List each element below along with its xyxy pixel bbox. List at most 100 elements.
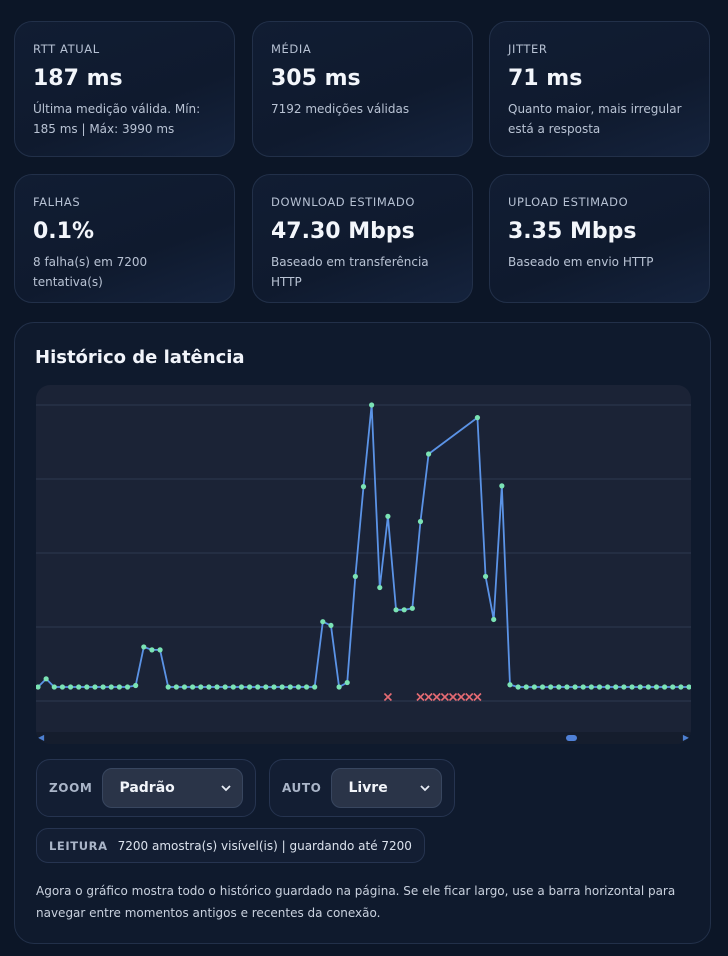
latency-point[interactable] <box>336 684 342 690</box>
latency-point[interactable] <box>393 607 399 613</box>
latency-point[interactable] <box>661 684 668 690</box>
latency-point[interactable] <box>531 684 537 690</box>
latency-point[interactable] <box>116 684 122 690</box>
latency-point[interactable] <box>515 684 521 690</box>
latency-point[interactable] <box>426 451 432 457</box>
latency-point[interactable] <box>499 483 505 489</box>
latency-point[interactable] <box>580 684 586 690</box>
failure-marker[interactable] <box>473 692 482 702</box>
latency-point[interactable] <box>141 644 147 650</box>
latency-point[interactable] <box>190 684 196 690</box>
failure-marker[interactable] <box>440 692 449 702</box>
latency-point[interactable] <box>369 402 375 408</box>
latency-point[interactable] <box>629 684 635 690</box>
latency-point[interactable] <box>556 684 562 690</box>
failure-marker[interactable] <box>457 692 466 702</box>
stat-card-media: MÉDIA 305 ms 7192 medições válidas <box>252 21 473 157</box>
latency-point[interactable] <box>312 684 318 690</box>
latency-point[interactable] <box>613 684 619 690</box>
latency-point[interactable] <box>149 647 155 653</box>
latency-point[interactable] <box>295 684 301 690</box>
latency-point[interactable] <box>36 684 41 690</box>
latency-point[interactable] <box>548 684 554 690</box>
latency-point[interactable] <box>320 619 326 625</box>
latency-point[interactable] <box>417 518 424 525</box>
latency-point[interactable] <box>173 684 179 690</box>
zoom-select[interactable]: Padrão <box>102 768 243 808</box>
latency-point[interactable] <box>678 684 684 690</box>
latency-point[interactable] <box>605 684 611 690</box>
auto-select[interactable]: Livre <box>331 768 442 808</box>
latency-point[interactable] <box>621 684 627 690</box>
latency-point[interactable] <box>482 573 489 580</box>
latency-chart[interactable]: ◀ ▶ <box>36 385 691 744</box>
latency-point[interactable] <box>588 684 594 690</box>
failure-marker[interactable] <box>448 692 458 702</box>
latency-point[interactable] <box>523 684 529 690</box>
latency-point[interactable] <box>108 684 114 690</box>
latency-point[interactable] <box>564 684 570 690</box>
zoom-control: ZOOM Padrão <box>36 759 256 817</box>
latency-point[interactable] <box>596 684 603 690</box>
chart-horizontal-scrollbar[interactable]: ◀ ▶ <box>36 732 691 744</box>
latency-point[interactable] <box>539 684 546 690</box>
latency-point[interactable] <box>287 684 293 690</box>
failure-marker[interactable] <box>465 692 474 702</box>
scroll-thumb[interactable] <box>566 735 577 741</box>
latency-point[interactable] <box>181 684 188 690</box>
latency-chart-svg <box>36 402 691 702</box>
scroll-left-arrow-icon[interactable]: ◀ <box>38 733 45 742</box>
latency-point[interactable] <box>271 684 277 690</box>
latency-point[interactable] <box>198 684 204 690</box>
latency-point[interactable] <box>360 484 367 490</box>
failure-marker[interactable] <box>383 692 392 702</box>
latency-point[interactable] <box>157 647 163 653</box>
latency-point[interactable] <box>92 684 98 690</box>
stat-label: MÉDIA <box>271 42 312 56</box>
latency-point[interactable] <box>507 682 513 688</box>
latency-point[interactable] <box>124 684 131 690</box>
latency-point[interactable] <box>84 684 90 690</box>
stat-card-jitter: JITTER 71 ms Quanto maior, mais irregula… <box>489 21 710 157</box>
zoom-select-value: Padrão <box>119 780 175 796</box>
latency-point[interactable] <box>401 607 407 613</box>
latency-point[interactable] <box>51 684 57 690</box>
latency-point[interactable] <box>263 684 269 690</box>
latency-point[interactable] <box>328 622 334 629</box>
latency-point[interactable] <box>409 605 415 611</box>
stat-description: Baseado em transferência HTTP <box>271 255 429 289</box>
latency-point[interactable] <box>165 684 171 690</box>
latency-point[interactable] <box>279 684 285 690</box>
latency-point[interactable] <box>670 684 676 690</box>
failure-marker[interactable] <box>432 692 441 702</box>
latency-point[interactable] <box>206 684 212 690</box>
scroll-right-arrow-icon[interactable]: ▶ <box>682 733 689 742</box>
latency-point[interactable] <box>214 684 220 690</box>
latency-point[interactable] <box>303 684 310 690</box>
latency-point[interactable] <box>352 573 358 580</box>
latency-point[interactable] <box>491 616 497 623</box>
latency-point[interactable] <box>238 684 245 690</box>
latency-point[interactable] <box>344 679 350 686</box>
latency-point[interactable] <box>686 684 691 690</box>
latency-point[interactable] <box>222 684 228 690</box>
failure-marker[interactable] <box>424 692 433 702</box>
latency-point[interactable] <box>255 684 261 690</box>
latency-point[interactable] <box>385 513 391 519</box>
stat-value: 71 ms <box>508 66 583 91</box>
latency-point[interactable] <box>76 684 82 690</box>
latency-point[interactable] <box>637 684 643 690</box>
latency-point[interactable] <box>67 684 74 690</box>
latency-point[interactable] <box>377 584 383 591</box>
latency-point[interactable] <box>246 684 253 690</box>
latency-point[interactable] <box>100 684 106 690</box>
latency-point[interactable] <box>133 682 139 689</box>
failure-marker[interactable] <box>416 692 425 702</box>
latency-point[interactable] <box>59 684 66 690</box>
latency-point[interactable] <box>230 684 236 690</box>
latency-point[interactable] <box>474 415 481 421</box>
latency-point[interactable] <box>645 684 651 690</box>
latency-point[interactable] <box>653 684 660 690</box>
latency-point[interactable] <box>43 676 49 682</box>
latency-point[interactable] <box>572 684 578 690</box>
